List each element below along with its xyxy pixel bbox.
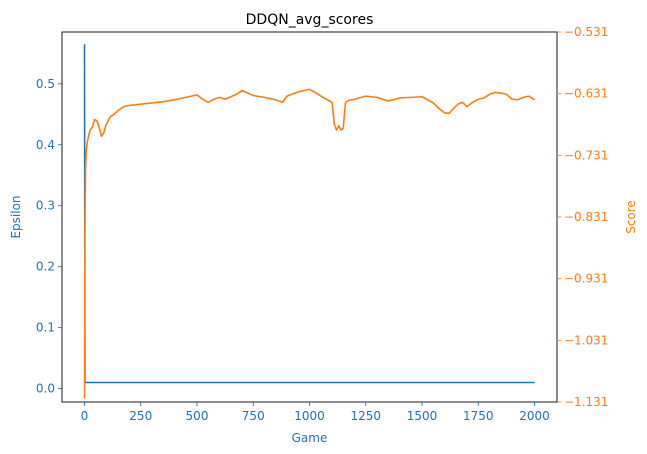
- chart-title: DDQN_avg_scores: [246, 12, 374, 28]
- x-tick-label: 500: [186, 409, 209, 423]
- x-tick-label: 0: [81, 409, 89, 423]
- x-tick-label: 250: [129, 409, 152, 423]
- y-right-tick-label: −0.631: [564, 87, 608, 101]
- y-left-axis-title: Epsilon: [9, 195, 23, 238]
- x-tick-label: 1500: [407, 409, 438, 423]
- y-right-tick-label: −0.831: [564, 210, 608, 224]
- y-left-tick-label: 0.3: [36, 199, 55, 213]
- x-tick-label: 1000: [294, 409, 325, 423]
- y-left-tick-label: 0.5: [36, 77, 55, 91]
- y-right-tick-label: −1.131: [564, 395, 608, 409]
- y-left-tick-label: 0.1: [36, 321, 55, 335]
- y-left-tick-label: 0.4: [36, 138, 55, 152]
- x-tick-label: 750: [242, 409, 265, 423]
- x-tick-label: 1250: [350, 409, 381, 423]
- y-right-tick-label: −0.931: [564, 272, 608, 286]
- x-axis-title: Game: [292, 431, 328, 445]
- plot-area: 0 250 500 750 1000 1250 1500 1750 2000 0.0 0.1 0.2 0…: [36, 25, 609, 423]
- y-right-tick-label: −1.031: [564, 333, 608, 347]
- score-line: [83, 88, 535, 399]
- y-right-tick-label: −0.531: [564, 25, 608, 39]
- y-left-tick-label: 0.0: [36, 382, 55, 396]
- x-tick-label: 1750: [463, 409, 494, 423]
- y-left-tick-label: 0.2: [36, 260, 55, 274]
- y-right-tick-label: −0.731: [564, 148, 608, 162]
- x-tick-label: 2000: [519, 409, 550, 423]
- y-right-axis-title: Score: [624, 200, 638, 234]
